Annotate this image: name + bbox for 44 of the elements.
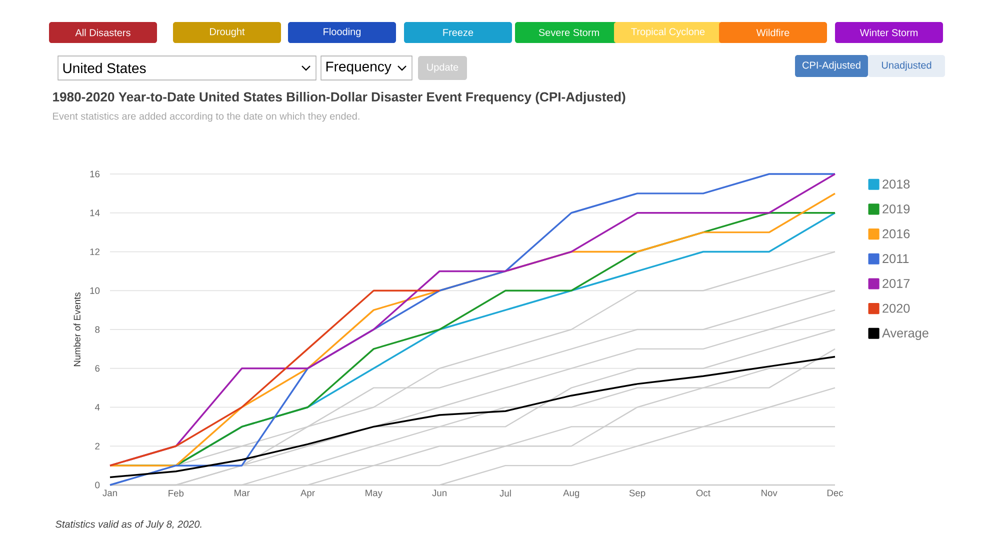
x-tick-label: Nov bbox=[762, 490, 778, 496]
y-tick-label: 2 bbox=[95, 442, 100, 450]
x-tick-label: Mar bbox=[234, 490, 250, 496]
y-tick-label: 12 bbox=[90, 248, 100, 256]
x-tick-label: Feb bbox=[168, 490, 184, 497]
text: Tropical Cyclone bbox=[631, 28, 705, 38]
legend-label: 2018 bbox=[882, 180, 910, 189]
text: Wildfire bbox=[756, 28, 790, 36]
text: Winter Storm bbox=[860, 28, 918, 36]
y-tick-label: 0 bbox=[95, 482, 100, 488]
y-tick-label: 8 bbox=[95, 326, 100, 333]
chart-subtitle: Event statistics are added according to the date on which they ended. bbox=[53, 112, 360, 122]
y-axis-title: Number of Events bbox=[74, 292, 80, 366]
x-tick-label: Jun bbox=[432, 490, 446, 496]
legend-label: 2011 bbox=[882, 254, 909, 264]
text: Drought bbox=[210, 28, 245, 38]
chart-title: 1980-2020 Year-to-Date United States Billion-Dollar Disaster Event Frequency (CPI-Adjusted) bbox=[53, 92, 626, 104]
y-tick-label: 6 bbox=[95, 365, 100, 372]
text: Flooding bbox=[324, 28, 361, 38]
text: Frequency bbox=[326, 62, 392, 74]
x-tick-label: Jan bbox=[102, 490, 117, 496]
text: Severe Storm bbox=[538, 28, 599, 36]
text: Statistics valid as of July 8, 2020. bbox=[56, 520, 202, 530]
text: Freeze bbox=[443, 29, 474, 36]
text: Unadjusted bbox=[882, 61, 932, 71]
legend-label: 2019 bbox=[882, 204, 910, 214]
text: All Disasters bbox=[75, 28, 130, 36]
y-tick-label: 10 bbox=[90, 287, 100, 294]
y-tick-label: 14 bbox=[90, 210, 100, 216]
legend-label: Average bbox=[882, 328, 928, 340]
x-tick-label: Oct bbox=[696, 490, 710, 496]
x-tick-label: Dec bbox=[827, 490, 844, 496]
x-tick-label: Sep bbox=[629, 490, 646, 498]
x-tick-label: May bbox=[366, 490, 382, 498]
text: United States bbox=[63, 62, 146, 74]
x-tick-label: Jul bbox=[500, 490, 511, 497]
x-tick-label: Aug bbox=[563, 490, 580, 498]
y-tick-label: 16 bbox=[90, 170, 100, 178]
text: CPI-Adjusted bbox=[802, 61, 860, 71]
legend-label: 2017 bbox=[882, 278, 910, 288]
x-tick-label: Apr bbox=[300, 490, 315, 498]
legend-label: 2016 bbox=[882, 229, 910, 238]
y-tick-label: 4 bbox=[94, 404, 100, 410]
legend-label: 2020 bbox=[882, 304, 910, 313]
